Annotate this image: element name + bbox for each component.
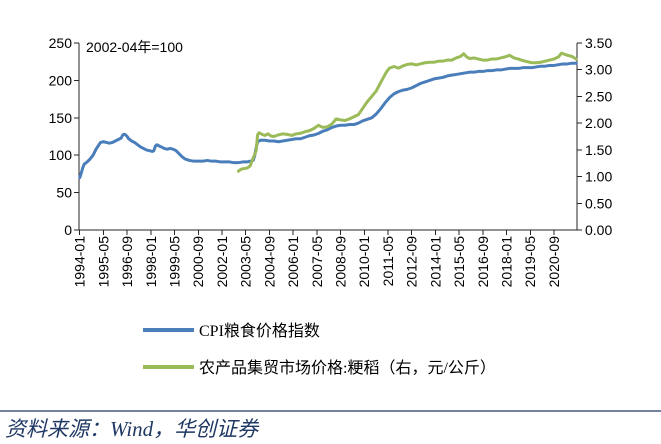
- x-ticks: 1994-01 1995-05 1996-09 1998-01 1999-05 2000-…: [72, 230, 562, 287]
- left-y-tick-label: 150: [49, 110, 73, 126]
- legend-label-rice: 农产品集贸市场价格:粳稻（右，元/公斤）: [199, 359, 496, 377]
- right-y-tick-label: 0.50: [585, 195, 612, 211]
- x-tick-label: 2003-05: [238, 236, 254, 288]
- right-y-tick-label: 2.00: [585, 115, 612, 131]
- x-tick-label: 2006-01: [285, 236, 301, 288]
- x-tick-label: 2018-01: [499, 236, 515, 288]
- legend-item-rice: 农产品集贸市场价格:粳稻（右，元/公斤）: [143, 359, 496, 377]
- legend: CPI粮食价格指数 农产品集贸市场价格:粳稻（右，元/公斤）: [143, 322, 496, 377]
- legend-label-cpi: CPI粮食价格指数: [199, 322, 320, 340]
- source-note: 资料来源：Wind，华创证券: [5, 417, 260, 441]
- left-y-tick-label: 250: [49, 35, 73, 51]
- left-y-tick-label: 50: [56, 185, 72, 201]
- left-y-tick-label: 100: [49, 147, 73, 163]
- left-y-ticks: 0 50 100 150 200 250: [49, 35, 79, 238]
- right-y-tick-label: 3.50: [585, 35, 612, 51]
- right-y-tick-label: 3.00: [585, 62, 612, 78]
- x-tick-label: 1998-01: [143, 236, 159, 288]
- left-y-tick-label: 200: [49, 72, 73, 88]
- japonica-rice-price-line: [236, 51, 578, 173]
- legend-item-cpi: CPI粮食价格指数: [143, 322, 320, 340]
- x-tick-label: 1995-05: [95, 236, 111, 288]
- x-tick-label: 1994-01: [72, 236, 88, 288]
- right-y-tick-label: 1.50: [585, 142, 612, 158]
- left-y-tick-label: 0: [64, 222, 72, 238]
- x-tick-label: 2015-05: [451, 236, 467, 288]
- right-y-ticks: 0.00 0.50 1.00 1.50 2.00 2.50 3.00 3.50: [577, 35, 612, 238]
- x-tick-label: 2014-01: [427, 236, 443, 288]
- x-tick-label: 2019-05: [522, 236, 538, 288]
- x-tick-label: 1996-09: [119, 236, 135, 288]
- x-tick-label: 2004-09: [261, 236, 277, 288]
- right-y-tick-label: 2.50: [585, 88, 612, 104]
- x-tick-label: 2020-09: [546, 236, 562, 288]
- right-y-tick-label: 0.00: [585, 222, 612, 238]
- base-period-annotation: 2002-04年=100: [86, 39, 183, 55]
- x-tick-label: 2016-09: [475, 236, 491, 288]
- x-tick-label: 1999-05: [167, 236, 183, 288]
- x-tick-label: 2010-01: [356, 236, 372, 288]
- x-tick-label: 2011-05: [380, 236, 396, 287]
- x-tick-label: 2002-01: [214, 236, 230, 288]
- right-y-tick-label: 1.00: [585, 169, 612, 185]
- x-tick-label: 2000-09: [190, 236, 206, 288]
- cpi-grain-price-index-line: [78, 61, 578, 180]
- x-tick-label: 2007-05: [309, 236, 325, 288]
- x-tick-label: 2012-09: [404, 236, 420, 288]
- x-tick-label: 2008-09: [333, 236, 349, 288]
- series-layer: [78, 51, 578, 180]
- axes: [78, 43, 578, 231]
